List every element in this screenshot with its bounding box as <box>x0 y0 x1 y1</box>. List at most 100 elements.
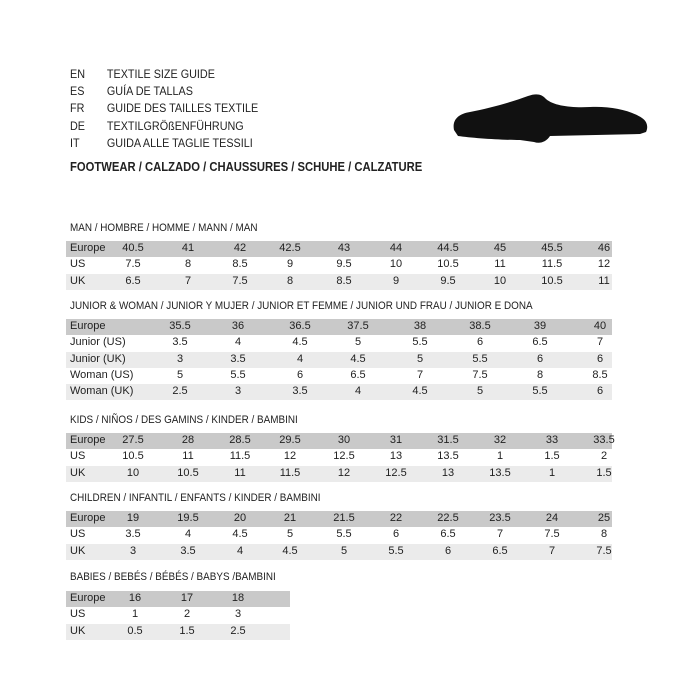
size-cell: 28 <box>181 434 195 446</box>
size-cell: 12.5 <box>333 450 355 463</box>
size-cell: 18 <box>231 592 245 604</box>
row-label: US <box>70 258 86 271</box>
table-row: Europe 16 17 18 <box>66 591 290 608</box>
size-cell: 13.5 <box>489 466 511 479</box>
shoe-icon <box>453 94 648 143</box>
size-cell: 1 <box>548 466 556 479</box>
size-cell: 3 <box>234 608 242 621</box>
size-cell: 22 <box>389 512 403 524</box>
size-cell: 4 <box>354 385 362 398</box>
language-code: DE <box>70 119 86 133</box>
size-cell: 33 <box>545 434 559 446</box>
size-cell: 10.5 <box>541 274 563 287</box>
size-table: Europe 27.5 28 28.5 29.5 30 31 31.5 32 33 33.5 US 10… <box>66 433 615 482</box>
size-cell: 4.5 <box>232 528 248 541</box>
size-cell: 6 <box>476 336 484 349</box>
row-label: UK <box>70 544 86 557</box>
size-cell: 6.5 <box>125 274 141 287</box>
size-cell: 3 <box>234 385 242 398</box>
row-label: Junior (US) <box>70 336 126 349</box>
size-cell: 19.5 <box>177 512 199 524</box>
size-cell: 5 <box>286 528 294 541</box>
size-cell: 11 <box>598 274 610 287</box>
table-row: US 10.5 11 11.5 12 12.5 13 13.5 1 1.5 2 <box>66 449 612 465</box>
size-cell: 5.5 <box>412 336 428 349</box>
size-cell: 3.5 <box>230 352 246 365</box>
size-cell: 0.5 <box>127 624 143 637</box>
size-cell: 6 <box>596 352 604 365</box>
row-label: US <box>70 528 86 541</box>
language-line: FR GUIDE DES TAILLES TEXTILE <box>70 101 258 115</box>
row-label: UK <box>70 466 86 479</box>
language-code: ES <box>70 84 85 98</box>
size-cell: 23.5 <box>489 512 511 524</box>
language-line: ES GUÍA DE TALLAS <box>70 84 193 98</box>
size-cell: 44.5 <box>437 242 459 254</box>
size-cell: 32 <box>493 434 507 446</box>
size-cell: 29.5 <box>279 434 301 446</box>
size-cell: 7 <box>596 336 604 349</box>
row-label: Woman (US) <box>70 368 134 381</box>
size-cell: 12 <box>597 258 611 271</box>
size-cell: 8.5 <box>592 368 608 381</box>
size-cell: 5.5 <box>472 352 488 365</box>
size-cell: 3.5 <box>180 544 196 557</box>
table-row: Europe 40.5 41 42 42.5 43 44 44.5 45 45.5 46 <box>66 241 612 258</box>
size-cell: 12 <box>337 466 351 479</box>
size-cell: 6 <box>392 528 400 541</box>
size-cell: 12.5 <box>385 466 407 479</box>
size-cell: 5 <box>416 352 424 365</box>
size-cell: 6 <box>596 385 604 398</box>
size-cell: 7.5 <box>125 258 141 271</box>
size-cell: 7.5 <box>544 528 560 541</box>
size-cell: 5 <box>176 368 184 381</box>
language-line: IT GUIDA ALLE TAGLIE TESSILI <box>70 136 253 150</box>
row-label: UK <box>70 624 86 637</box>
size-cell: 8 <box>536 368 544 381</box>
size-cell: 11 <box>494 258 506 271</box>
size-cell: 28.5 <box>229 434 251 446</box>
size-cell: 8.5 <box>232 258 248 271</box>
size-cell: 9.5 <box>336 258 352 271</box>
size-cell: 3.5 <box>125 528 141 541</box>
size-cell: 11.5 <box>541 258 563 271</box>
row-label: Europe <box>70 592 106 604</box>
size-cell: 4 <box>296 352 304 365</box>
table-row: US 7.5 8 8.5 9 9.5 10 10.5 11 11.5 12 <box>66 257 612 273</box>
size-cell: 2 <box>183 608 191 621</box>
language-code: IT <box>70 136 80 150</box>
row-label: Europe <box>70 512 106 524</box>
size-cell: 10.5 <box>437 258 459 271</box>
size-cell: 6.5 <box>350 368 366 381</box>
size-cell: 35.5 <box>169 320 191 332</box>
size-cell: 4.5 <box>412 385 428 398</box>
size-cell: 11 <box>234 466 246 479</box>
size-cell: 3.5 <box>292 385 308 398</box>
size-cell: 10.5 <box>177 466 199 479</box>
size-cell: 8 <box>600 528 608 541</box>
size-cell: 9.5 <box>440 274 456 287</box>
footwear-heading: FOOTWEAR / CALZADO / CHAUSSURES / SCHUHE… <box>70 160 423 174</box>
size-cell: 11 <box>182 450 194 463</box>
size-cell: 22.5 <box>437 512 459 524</box>
size-cell: 1.5 <box>596 466 612 479</box>
size-cell: 10 <box>493 274 507 287</box>
size-cell: 2.5 <box>230 624 246 637</box>
size-cell: 16 <box>128 592 142 604</box>
row-label: Europe <box>70 242 106 254</box>
size-cell: 3 <box>176 352 184 365</box>
row-label: US <box>70 608 86 621</box>
language-line: EN TEXTILE SIZE GUIDE <box>70 67 215 81</box>
table-row: US 3.5 4 4.5 5 5.5 6 6.5 7 7.5 8 <box>66 527 612 543</box>
size-cell: 36 <box>231 320 245 332</box>
size-cell: 5.5 <box>336 528 352 541</box>
size-cell: 7 <box>416 368 424 381</box>
size-cell: 2.5 <box>172 385 188 398</box>
language-title: GUIDE DES TAILLES TEXTILE <box>106 101 259 115</box>
row-label: Woman (UK) <box>70 385 134 398</box>
size-cell: 20 <box>233 512 247 524</box>
size-cell: 38 <box>413 320 427 332</box>
size-cell: 12 <box>283 450 297 463</box>
language-line: DE TEXTILGRÖßENFÜHRUNG <box>70 119 244 133</box>
